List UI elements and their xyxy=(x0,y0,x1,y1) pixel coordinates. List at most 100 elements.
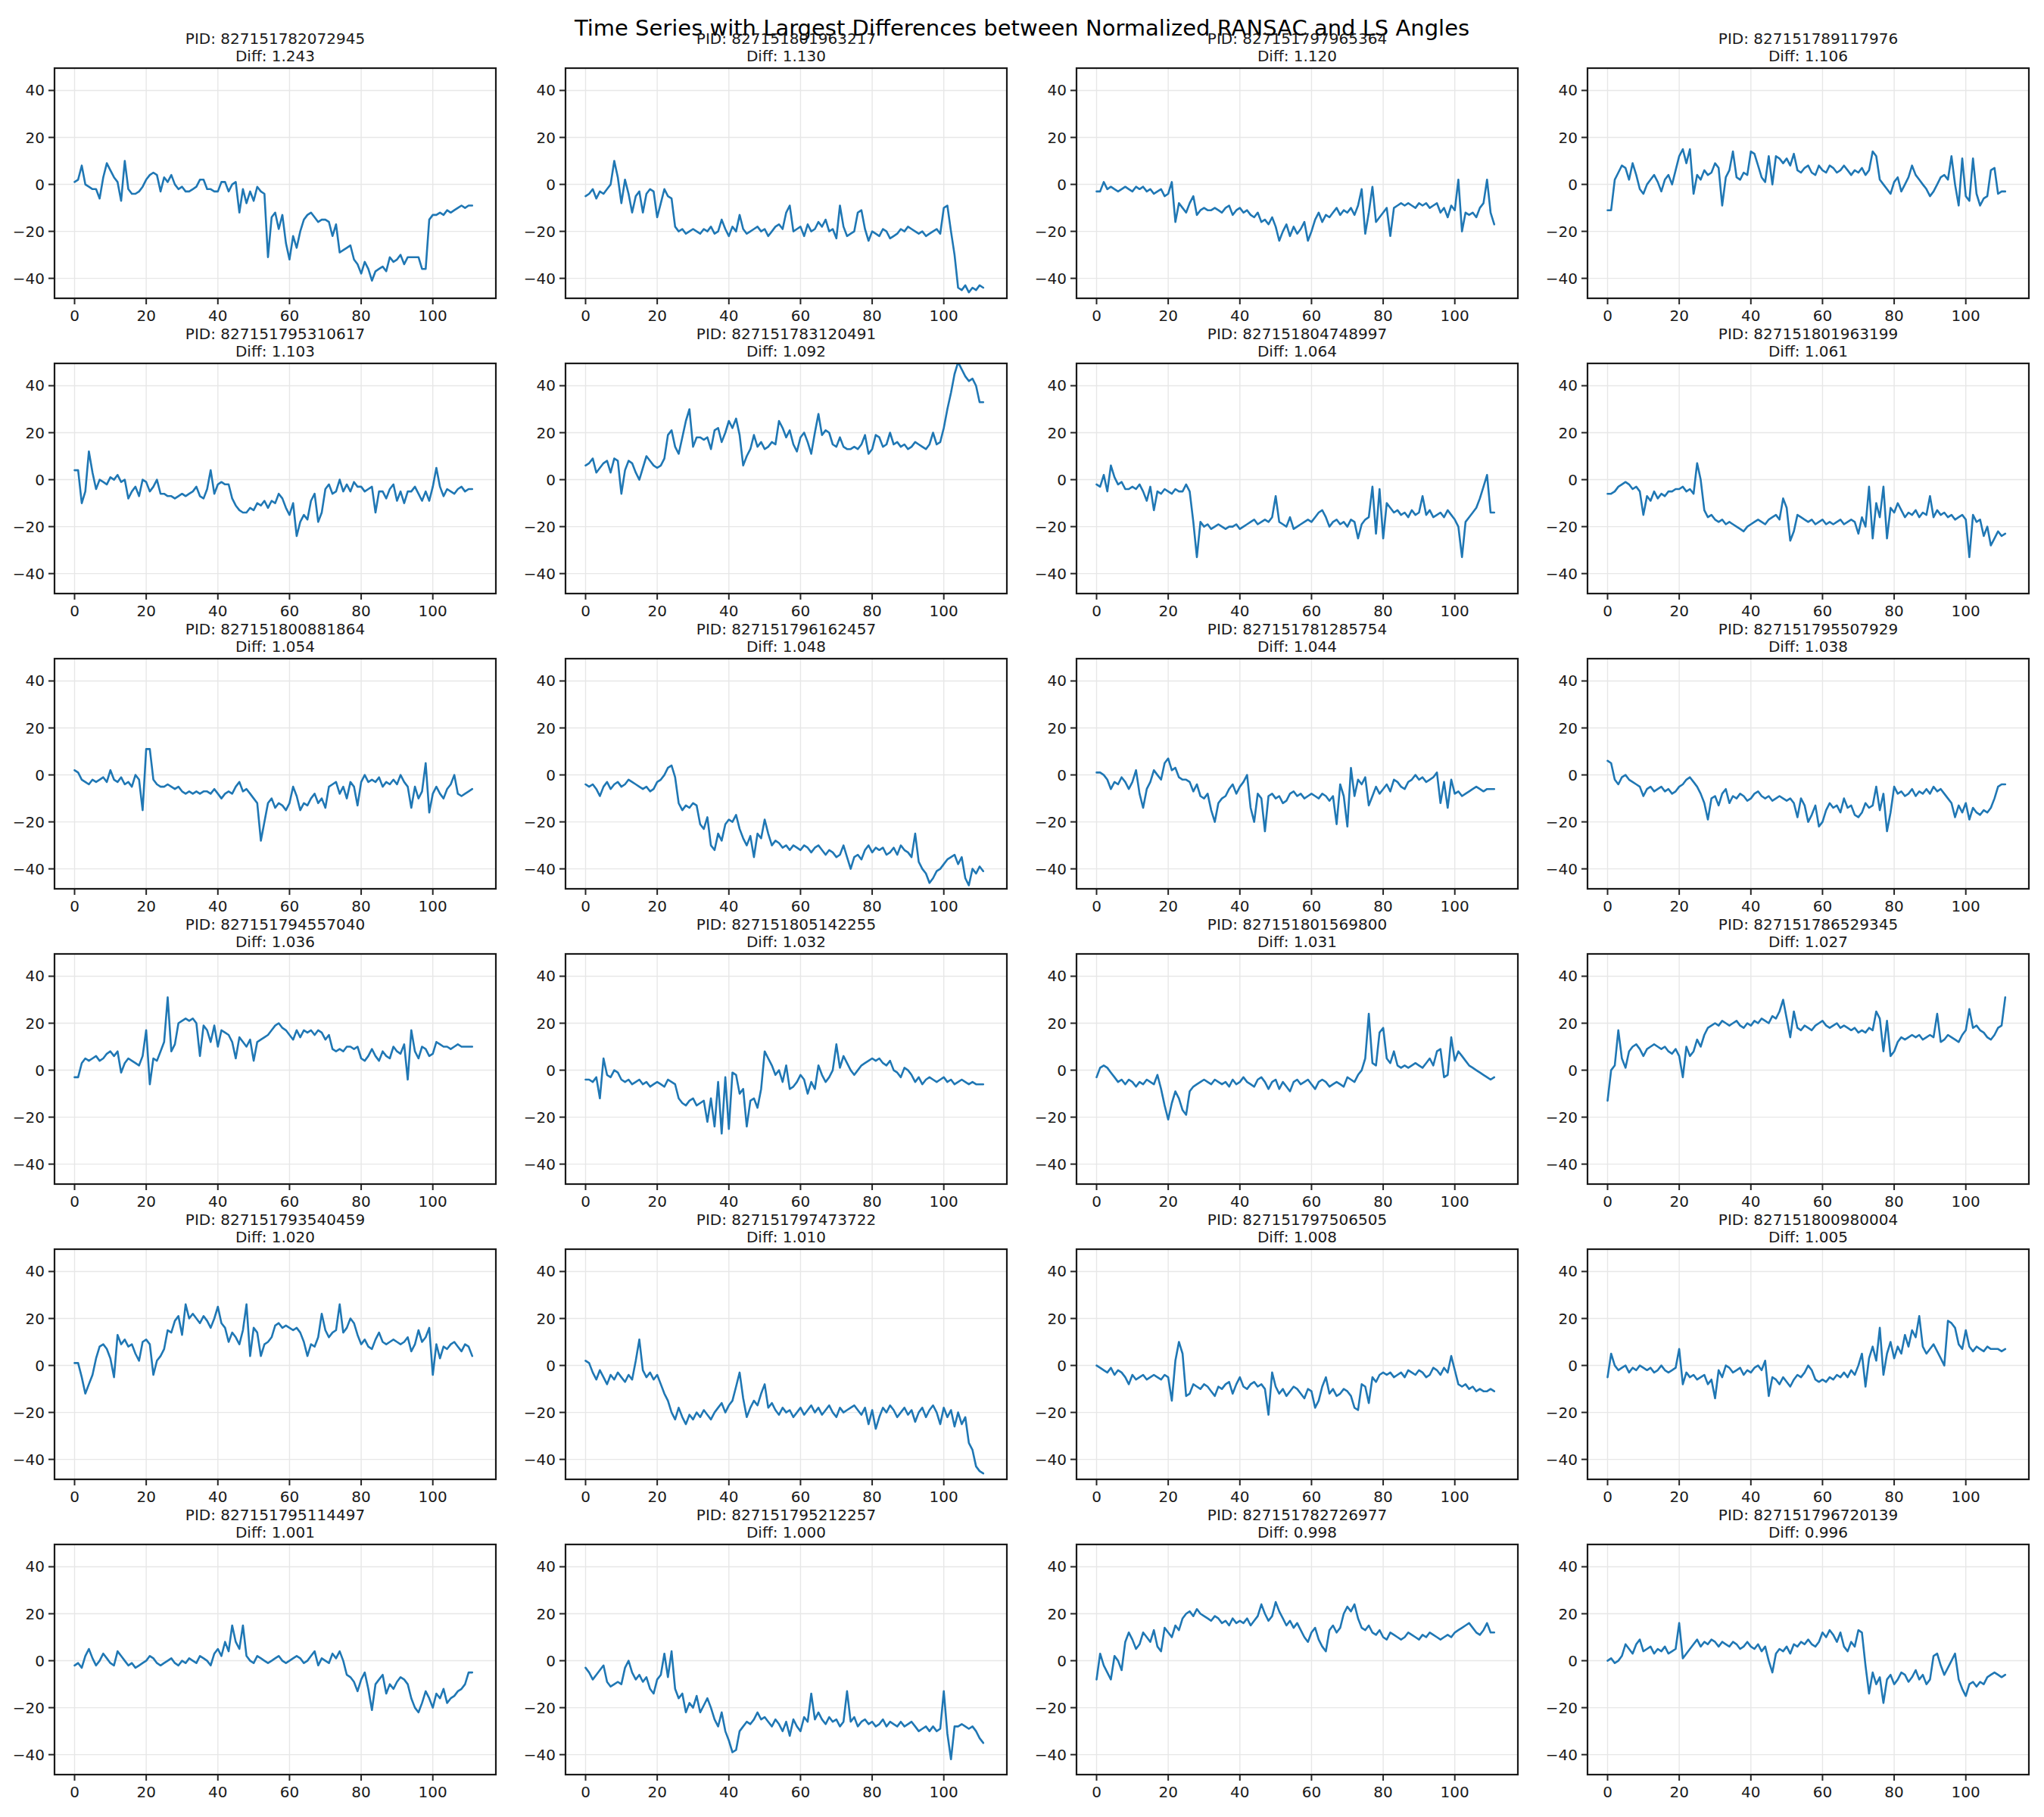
subplot-title-diff: Diff: 1.027 xyxy=(1768,933,1848,951)
subplot-svg: PID: 827151796720139Diff: 0.996−40−20020… xyxy=(1533,1505,2044,1800)
subplot-cell: PID: 827151786529345Diff: 1.027−40−20020… xyxy=(1533,915,2044,1210)
series-line xyxy=(75,1304,472,1394)
y-tick-label: −20 xyxy=(13,1699,45,1717)
y-tick-label: −20 xyxy=(13,1404,45,1422)
y-tick-label: 0 xyxy=(1568,1357,1578,1375)
x-tick-label: 40 xyxy=(1230,307,1249,324)
x-tick-label: 80 xyxy=(862,1783,881,1800)
y-tick-label: 0 xyxy=(35,1652,45,1670)
x-tick-label: 80 xyxy=(862,602,881,619)
y-tick-label: 40 xyxy=(537,967,556,985)
y-tick-label: 0 xyxy=(35,176,45,194)
y-tick-label: 20 xyxy=(1559,1605,1578,1623)
y-tick-label: 20 xyxy=(1048,1605,1067,1623)
y-tick-label: 40 xyxy=(1559,967,1578,985)
y-tick-label: −20 xyxy=(1546,518,1578,536)
series-line xyxy=(586,161,983,293)
x-tick-label: 100 xyxy=(930,1488,958,1505)
y-tick-label: −20 xyxy=(13,223,45,241)
subplot-svg: PID: 827151800980004Diff: 1.005−40−20020… xyxy=(1533,1210,2044,1505)
y-tick-label: 0 xyxy=(546,1652,556,1670)
x-tick-label: 100 xyxy=(1952,1192,1980,1210)
subplot-svg: PID: 827151795507929Diff: 1.038−40−20020… xyxy=(1533,619,2044,915)
x-tick-label: 100 xyxy=(419,1488,447,1505)
subplot-cell: PID: 827151801569800Diff: 1.031−40−20020… xyxy=(1022,915,1533,1210)
y-tick-label: 40 xyxy=(1048,1557,1067,1575)
y-tick-label: −40 xyxy=(13,1155,45,1173)
subplot-title-diff: Diff: 1.010 xyxy=(746,1228,826,1246)
subplot-svg: PID: 827151800881864Diff: 1.054−40−20020… xyxy=(0,619,511,915)
y-tick-label: −20 xyxy=(524,223,556,241)
x-tick-label: 20 xyxy=(1669,897,1688,915)
subplot-svg: PID: 827151786529345Diff: 1.027−40−20020… xyxy=(1533,915,2044,1210)
subplot-title-pid: PID: 827151786529345 xyxy=(1718,915,1898,933)
subplot-title-pid: PID: 827151800881864 xyxy=(185,620,365,638)
y-tick-label: −40 xyxy=(1035,1155,1067,1173)
subplot-title-diff: Diff: 1.120 xyxy=(1257,47,1337,65)
series-line xyxy=(1097,759,1494,831)
y-tick-label: 40 xyxy=(1048,376,1067,394)
x-tick-label: 20 xyxy=(136,1783,155,1800)
x-tick-label: 80 xyxy=(351,307,370,324)
subplot-title-pid: PID: 827151797473722 xyxy=(696,1211,876,1229)
x-tick-label: 80 xyxy=(862,1192,881,1210)
x-tick-label: 20 xyxy=(1158,897,1177,915)
x-tick-label: 60 xyxy=(280,1488,299,1505)
y-tick-label: −20 xyxy=(1546,1699,1578,1717)
subplot-cell: PID: 827151804748997Diff: 1.064−40−20020… xyxy=(1022,324,1533,619)
subplot-svg: PID: 827151782072945Diff: 1.243−40−20020… xyxy=(0,29,511,324)
series-line xyxy=(75,161,472,281)
axes-frame xyxy=(566,363,1007,594)
y-tick-label: 40 xyxy=(537,376,556,394)
x-tick-label: 0 xyxy=(70,602,79,619)
y-tick-label: 20 xyxy=(26,1605,45,1623)
y-tick-label: 20 xyxy=(26,719,45,737)
subplot-title-diff: Diff: 1.064 xyxy=(1257,342,1337,360)
y-tick-label: 0 xyxy=(1057,1357,1067,1375)
x-tick-label: 80 xyxy=(1884,1783,1903,1800)
series-line xyxy=(586,1044,983,1133)
x-tick-label: 100 xyxy=(419,602,447,619)
series-line xyxy=(586,765,983,885)
subplot-title-pid: PID: 827151801963199 xyxy=(1718,325,1898,343)
y-tick-label: −20 xyxy=(1035,1108,1067,1127)
axes-frame xyxy=(55,659,496,889)
y-tick-label: 20 xyxy=(1048,1310,1067,1328)
axes-frame xyxy=(1077,363,1518,594)
x-tick-label: 0 xyxy=(70,1488,79,1505)
y-tick-label: −40 xyxy=(1546,860,1578,878)
y-tick-label: −20 xyxy=(1035,1699,1067,1717)
x-tick-label: 0 xyxy=(70,307,79,324)
x-tick-label: 40 xyxy=(208,1192,227,1210)
x-tick-label: 20 xyxy=(647,602,666,619)
subplot-title-pid: PID: 827151805142255 xyxy=(696,915,876,933)
axes-frame xyxy=(566,68,1007,298)
y-tick-label: 0 xyxy=(35,471,45,489)
y-tick-label: −20 xyxy=(1035,813,1067,831)
x-tick-label: 0 xyxy=(1092,1192,1101,1210)
subplot-title-pid: PID: 827151789117976 xyxy=(1718,30,1898,48)
subplot-svg: PID: 827151793540459Diff: 1.020−40−20020… xyxy=(0,1210,511,1505)
series-line xyxy=(586,362,983,494)
x-tick-label: 60 xyxy=(1813,1783,1832,1800)
x-tick-label: 100 xyxy=(1952,1783,1980,1800)
y-tick-label: −40 xyxy=(13,565,45,583)
subplot-cell: PID: 827151782726977Diff: 0.998−40−20020… xyxy=(1022,1505,1533,1800)
x-tick-label: 20 xyxy=(136,307,155,324)
x-tick-label: 0 xyxy=(581,897,590,915)
y-tick-label: −20 xyxy=(524,518,556,536)
x-tick-label: 40 xyxy=(1230,602,1249,619)
series-line xyxy=(75,749,472,840)
x-tick-label: 80 xyxy=(862,1488,881,1505)
y-tick-label: 0 xyxy=(546,471,556,489)
series-line xyxy=(1608,761,2005,831)
subplot-cell: PID: 827151795507929Diff: 1.038−40−20020… xyxy=(1533,619,2044,915)
x-tick-label: 0 xyxy=(70,897,79,915)
subplot-cell: PID: 827151805142255Diff: 1.032−40−20020… xyxy=(511,915,1022,1210)
axes-frame xyxy=(1077,1544,1518,1775)
subplot-cell: PID: 827151801963217Diff: 1.130−40−20020… xyxy=(511,29,1022,324)
y-tick-label: 20 xyxy=(537,424,556,442)
x-tick-label: 0 xyxy=(1603,1783,1612,1800)
y-tick-label: 20 xyxy=(26,424,45,442)
subplot-title-pid: PID: 827151793540459 xyxy=(185,1211,365,1229)
